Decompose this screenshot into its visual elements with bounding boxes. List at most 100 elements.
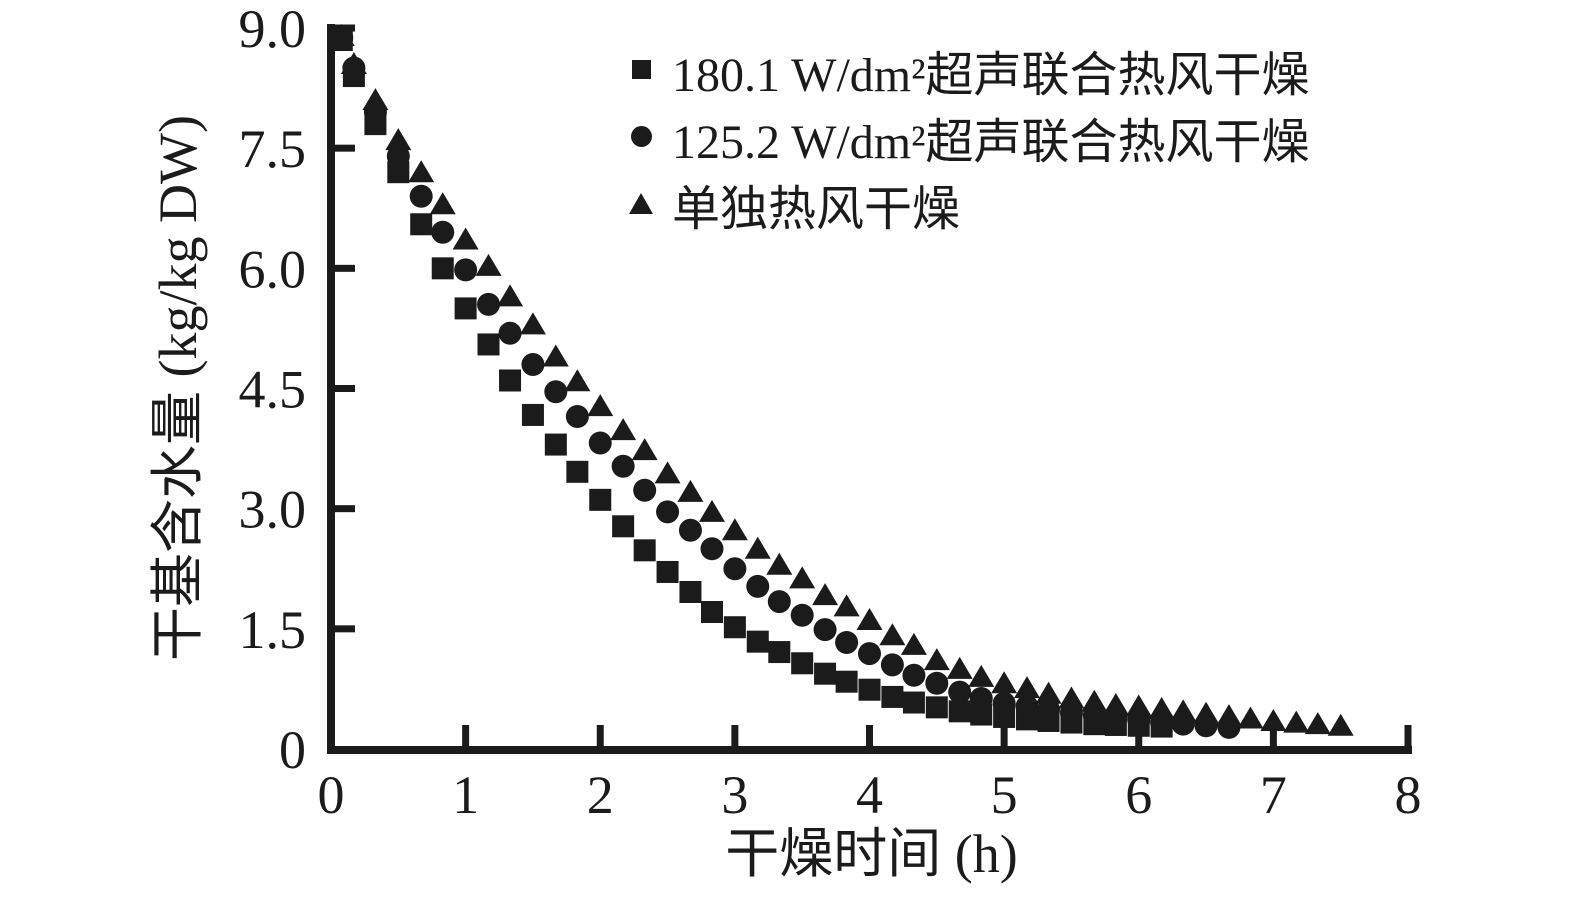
data-point-square — [499, 369, 522, 392]
data-point-triangle — [519, 312, 546, 335]
data-point-circle — [813, 618, 837, 642]
data-point-circle — [767, 590, 791, 614]
legend-row-125: 125.2 W/dm²超声联合热风干燥 — [628, 103, 1310, 170]
y-tick — [335, 625, 355, 633]
data-point-triangle — [991, 671, 1018, 694]
data-point-square — [656, 560, 679, 583]
data-point-triangle — [923, 648, 950, 671]
data-point-square — [387, 161, 410, 184]
data-point-square — [566, 460, 589, 483]
data-point-circle — [565, 405, 589, 429]
data-point-triangle — [610, 418, 637, 441]
data-point-circle — [1015, 695, 1039, 719]
legend: 180.1 W/dm²超声联合热风干燥 125.2 W/dm²超声联合热风干燥 … — [628, 36, 1310, 237]
x-tick-label: 1 — [452, 765, 479, 825]
y-tick — [335, 385, 355, 392]
x-tick-label: 3 — [721, 765, 748, 825]
x-tick-label: 0 — [318, 765, 345, 825]
data-point-square — [925, 696, 948, 719]
data-point-triangle — [1260, 708, 1287, 731]
x-tick — [1404, 725, 1412, 746]
data-point-triangle — [1081, 689, 1108, 712]
data-point-circle — [1037, 698, 1061, 722]
data-point-circle — [656, 500, 680, 524]
x-tick-label: 5 — [991, 765, 1018, 825]
data-point-circle — [700, 537, 724, 561]
data-point-circle — [969, 687, 993, 711]
data-point-square — [477, 333, 500, 356]
y-tick-label: 0 — [279, 720, 306, 780]
data-point-triangle — [1102, 692, 1129, 715]
data-point-triangle — [1304, 712, 1331, 735]
data-point-triangle — [677, 479, 704, 502]
data-point-triangle — [564, 369, 591, 392]
data-point-triangle — [744, 536, 771, 559]
data-point-triangle — [1193, 701, 1220, 724]
y-axis-title: 干基含水量 (kg/kg DW) — [148, 115, 208, 661]
y-tick — [335, 264, 355, 272]
data-point-square — [700, 601, 723, 624]
data-point-square — [633, 539, 656, 562]
data-point-triangle — [340, 52, 367, 75]
data-point-triangle — [385, 128, 412, 151]
data-point-triangle — [1014, 676, 1041, 699]
data-point-square — [723, 616, 746, 639]
data-point-triangle — [1148, 696, 1175, 719]
data-point-triangle — [328, 24, 355, 47]
data-point-circle — [386, 144, 410, 168]
data-point-circle — [835, 630, 859, 654]
circle-marker-icon — [628, 126, 654, 147]
data-point-square — [454, 297, 477, 320]
data-point-circle — [902, 663, 926, 687]
data-point-triangle — [856, 608, 883, 631]
x-tick-label: 4 — [856, 765, 883, 825]
x-tick — [596, 725, 604, 746]
y-tick-label: 6.0 — [239, 239, 307, 299]
data-point-square — [858, 678, 881, 701]
data-point-circle — [611, 454, 635, 478]
data-point-circle — [431, 220, 455, 244]
y-tick-label: 1.5 — [239, 600, 307, 660]
x-tick — [731, 725, 739, 746]
data-point-square — [970, 703, 993, 726]
data-point-triangle — [429, 192, 456, 215]
data-point-circle — [588, 431, 612, 455]
data-point-circle — [633, 478, 657, 502]
y-tick-label: 3.0 — [239, 480, 307, 540]
data-point-circle — [880, 653, 904, 677]
data-point-triangle — [789, 566, 816, 589]
x-tick-label: 2 — [587, 765, 614, 825]
data-point-circle — [409, 184, 433, 208]
data-point-square — [612, 515, 635, 538]
data-point-square — [410, 213, 433, 236]
data-point-square — [814, 662, 837, 685]
data-point-triangle — [946, 656, 973, 679]
legend-label-hotair: 单独热风干燥 — [672, 182, 961, 236]
data-point-triangle — [1170, 699, 1197, 722]
y-tick — [335, 505, 355, 513]
legend-row-180: 180.1 W/dm²超声联合热风干燥 — [628, 36, 1310, 103]
x-tick — [1000, 725, 1008, 746]
data-point-circle — [790, 603, 814, 627]
data-point-triangle — [475, 253, 502, 276]
data-point-triangle — [1237, 706, 1264, 729]
data-point-square — [881, 685, 904, 708]
data-point-triangle — [766, 552, 793, 575]
data-point-triangle — [879, 623, 906, 646]
data-point-square — [679, 580, 702, 603]
data-point-triangle — [497, 284, 524, 307]
data-point-circle — [746, 574, 770, 598]
x-tick — [1269, 725, 1277, 746]
legend-label-125: 125.2 W/dm²超声联合热风干燥 — [672, 115, 1310, 169]
data-point-square — [835, 670, 858, 693]
data-point-triangle — [452, 227, 479, 250]
data-point-circle — [723, 557, 747, 581]
data-point-triangle — [1215, 704, 1242, 727]
x-tick-label: 8 — [1395, 765, 1422, 825]
data-point-triangle — [1327, 713, 1354, 736]
data-point-square — [544, 433, 567, 456]
data-point-square — [521, 403, 544, 426]
data-point-circle — [925, 671, 949, 695]
